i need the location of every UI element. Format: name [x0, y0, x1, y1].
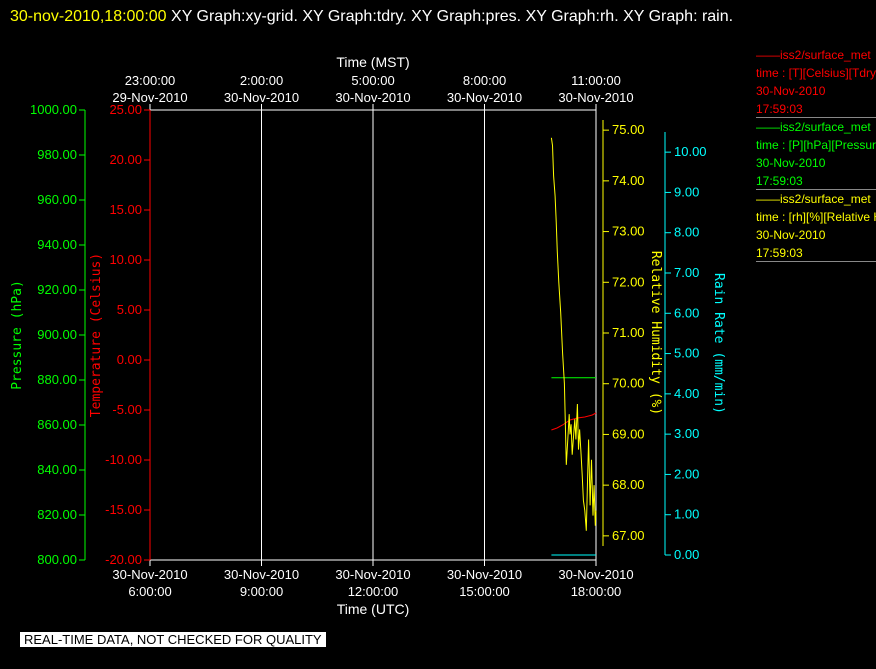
temperature-tick-label: -5.00 — [112, 402, 142, 417]
temperature-tick-label: -20.00 — [105, 552, 142, 567]
temperature-series-line — [551, 412, 597, 431]
x-axis-label-top: Time (MST) — [336, 54, 409, 70]
x-bottom-tick-label: 30-Nov-2010 — [112, 567, 187, 582]
rain-tick-label: 9.00 — [674, 184, 699, 199]
legend-series-axis: time : [P][hPa][Pressure] — [756, 138, 876, 152]
pressure-tick-label: 820.00 — [37, 507, 77, 522]
legend-swatch: —— — [756, 192, 780, 206]
rain-tick-label: 2.00 — [674, 466, 699, 481]
humidity-tick-label: 69.00 — [612, 426, 645, 441]
rain-tick-label: 7.00 — [674, 265, 699, 280]
pressure-tick-label: 840.00 — [37, 462, 77, 477]
x-top-tick-label: 11:00:00 — [571, 73, 621, 88]
pressure-tick-label: 880.00 — [37, 372, 77, 387]
rain-tick-label: 10.00 — [674, 144, 707, 159]
x-bottom-tick-label: 12:00:00 — [348, 584, 399, 599]
legend-time: 17:59:03 — [756, 246, 803, 260]
x-bottom-tick-label: 30-Nov-2010 — [558, 567, 633, 582]
pressure-tick-label: 900.00 — [37, 327, 77, 342]
temperature-tick-label: -10.00 — [105, 452, 142, 467]
legend-swatch: —— — [756, 120, 780, 134]
x-top-tick-label: 30-Nov-2010 — [224, 90, 299, 105]
x-top-tick-label: 30-Nov-2010 — [558, 90, 633, 105]
x-top-tick-label: 8:00:00 — [463, 73, 506, 88]
humidity-tick-label: 73.00 — [612, 224, 645, 239]
rain-axis-label: Rain Rate (mm/min) — [711, 273, 726, 414]
plot-timestamp: 30-nov-2010,18:00:00 — [10, 8, 167, 25]
pressure-axis-label: Pressure (hPa) — [10, 280, 25, 390]
temperature-tick-label: 20.00 — [109, 152, 142, 167]
legend-date: 30-Nov-2010 — [756, 228, 826, 242]
plot-title-text: XY Graph:xy-grid. XY Graph:tdry. XY Grap… — [171, 8, 734, 25]
x-top-tick-label: 2:00:00 — [240, 73, 283, 88]
rain-tick-label: 4.00 — [674, 386, 699, 401]
temperature-tick-label: 25.00 — [109, 102, 142, 117]
plot-title: 30-nov-2010,18:00:00 XY Graph:xy-grid. X… — [10, 3, 860, 31]
temperature-axis-label: Temperature (Celsius) — [89, 253, 104, 417]
legend-separator — [756, 189, 876, 190]
humidity-series-line — [550, 137, 597, 531]
pressure-tick-label: 800.00 — [37, 552, 77, 567]
x-axis-label-bottom: Time (UTC) — [337, 601, 410, 617]
pressure-tick-label: 920.00 — [37, 282, 77, 297]
quality-disclaimer: REAL-TIME DATA, NOT CHECKED FOR QUALITY — [20, 632, 326, 647]
legend-date: 30-Nov-2010 — [756, 84, 826, 98]
legend-series-name: iss2/surface_met — [780, 192, 871, 206]
humidity-tick-label: 75.00 — [612, 122, 645, 137]
x-bottom-tick-label: 30-Nov-2010 — [335, 567, 410, 582]
x-top-tick-label: 30-Nov-2010 — [335, 90, 410, 105]
legend-separator — [756, 117, 876, 118]
pressure-tick-label: 1000.00 — [30, 102, 77, 117]
legend-series-axis: time : [T][Celsius][Tdry] — [756, 66, 876, 80]
humidity-tick-label: 74.00 — [612, 173, 645, 188]
x-bottom-tick-label: 18:00:00 — [571, 584, 622, 599]
legend-series-axis: time : [rh][%][Relative Humidity] — [756, 210, 876, 224]
x-bottom-tick-label: 15:00:00 — [459, 584, 510, 599]
legend-series-name: iss2/surface_met — [780, 48, 871, 62]
legend: ——iss2/surface_met time : [T][Celsius][Td… — [756, 46, 876, 262]
pressure-tick-label: 980.00 — [37, 147, 77, 162]
rain-tick-label: 6.00 — [674, 305, 699, 320]
legend-swatch: —— — [756, 48, 780, 62]
legend-separator — [756, 261, 876, 262]
temperature-tick-label: 0.00 — [117, 352, 142, 367]
temperature-tick-label: 10.00 — [109, 252, 142, 267]
legend-line: ——iss2/surface_met — [756, 46, 876, 64]
x-bottom-tick-label: 9:00:00 — [240, 584, 283, 599]
humidity-axis-label: Relative Humidity (%) — [648, 251, 663, 415]
x-bottom-tick-label: 6:00:00 — [128, 584, 171, 599]
pressure-tick-label: 940.00 — [37, 237, 77, 252]
humidity-tick-label: 72.00 — [612, 274, 645, 289]
x-bottom-tick-label: 30-Nov-2010 — [224, 567, 299, 582]
legend-time: 17:59:03 — [756, 102, 803, 116]
legend-line: ——iss2/surface_met — [756, 118, 876, 136]
humidity-tick-label: 70.00 — [612, 376, 645, 391]
rain-tick-label: 5.00 — [674, 346, 699, 361]
legend-date: 30-Nov-2010 — [756, 156, 826, 170]
pressure-tick-label: 960.00 — [37, 192, 77, 207]
humidity-tick-label: 71.00 — [612, 325, 645, 340]
x-top-tick-label: 5:00:00 — [351, 73, 394, 88]
humidity-tick-label: 67.00 — [612, 528, 645, 543]
legend-line: ——iss2/surface_met — [756, 190, 876, 208]
rain-tick-label: 8.00 — [674, 225, 699, 240]
x-bottom-tick-label: 30-Nov-2010 — [447, 567, 522, 582]
temperature-tick-label: 5.00 — [117, 302, 142, 317]
rain-tick-label: 3.00 — [674, 426, 699, 441]
legend-series-name: iss2/surface_met — [780, 120, 871, 134]
x-top-tick-label: 29-Nov-2010 — [112, 90, 187, 105]
legend-time: 17:59:03 — [756, 174, 803, 188]
x-top-tick-label: 30-Nov-2010 — [447, 90, 522, 105]
rain-tick-label: 0.00 — [674, 547, 699, 562]
pressure-tick-label: 860.00 — [37, 417, 77, 432]
x-top-tick-label: 23:00:00 — [125, 73, 176, 88]
temperature-tick-label: -15.00 — [105, 502, 142, 517]
humidity-tick-label: 68.00 — [612, 477, 645, 492]
rain-tick-label: 1.00 — [674, 507, 699, 522]
temperature-tick-label: 15.00 — [109, 202, 142, 217]
